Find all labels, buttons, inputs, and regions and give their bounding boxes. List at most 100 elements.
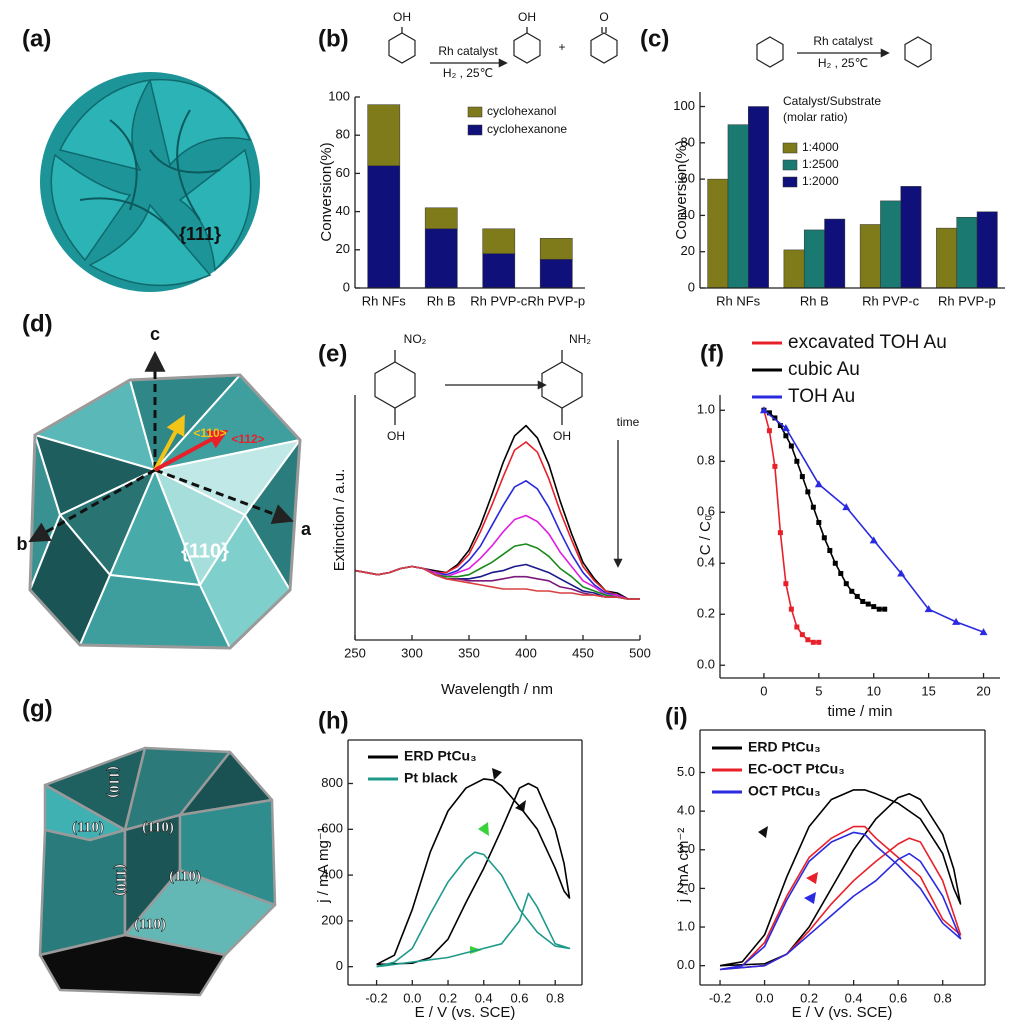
point (860, 599, 865, 604)
facet-label: {110} (181, 540, 229, 562)
bar-segment (425, 229, 457, 288)
series-line (377, 779, 570, 965)
x-tick-label: 350 (458, 645, 480, 660)
y-tick-label: 40 (336, 203, 350, 218)
scan-arrow (492, 768, 502, 780)
series-line (720, 827, 961, 970)
point (800, 632, 805, 637)
point (794, 459, 799, 464)
legend-label: excavated TOH Au (788, 332, 947, 353)
x-axis-label: E / V (vs. SCE) (415, 1004, 516, 1021)
point (849, 589, 854, 594)
scheme-text: OH (553, 429, 571, 443)
legend-swatch (468, 107, 482, 117)
x-tick-label: Rh PVP-c (862, 293, 920, 308)
panel-label: (c) (640, 25, 669, 52)
legend-label: cyclohexanol (487, 104, 556, 118)
bar-segment (368, 166, 400, 288)
legend-label: cubic Au (788, 359, 860, 380)
point (882, 607, 887, 612)
series-line (355, 426, 640, 600)
x-tick-label: Rh B (427, 293, 456, 308)
cyclohexane-ring (905, 37, 931, 67)
legend-title: (molar ratio) (783, 110, 848, 124)
panel-label: (b) (318, 25, 349, 52)
legend-label: ERD PtCu₃ (404, 748, 477, 764)
legend-swatch (783, 177, 797, 187)
series-line (720, 790, 961, 966)
bar (957, 217, 977, 288)
point (760, 406, 768, 413)
bar (880, 201, 900, 288)
panel-label: (g) (22, 695, 53, 722)
y-tick-label: 60 (336, 165, 350, 180)
bar (825, 219, 845, 288)
point (816, 640, 821, 645)
bar (708, 179, 728, 288)
y-tick-label: 20 (681, 243, 695, 258)
y-tick-label: 800 (321, 775, 343, 790)
point (855, 594, 860, 599)
point (783, 433, 788, 438)
illustration-g: (g) (110) (110) (110) (110) (110) (110) (22, 695, 275, 995)
bar (936, 228, 956, 288)
legend-label: 1:2000 (802, 174, 839, 188)
x-tick-label: -0.2 (365, 990, 387, 1005)
panel-label: (a) (22, 25, 51, 52)
y-axis-label: Extinction / a.u. (331, 469, 348, 572)
x-tick-label: 15 (921, 683, 935, 698)
bar (901, 186, 921, 288)
point (772, 464, 777, 469)
scheme-text: OH (518, 10, 536, 24)
bar-segment (368, 105, 400, 166)
y-tick-label: 20 (336, 241, 350, 256)
point (800, 474, 805, 479)
y-tick-label: 0 (336, 958, 343, 973)
legend-swatch (783, 143, 797, 153)
legend-label: 1:2500 (802, 157, 839, 171)
x-tick-label: Rh PVP-p (938, 293, 996, 308)
figure: (a) {111} (d) c b a <110> <112> {110} (0, 0, 1020, 1025)
bar-segment (425, 208, 457, 229)
series-line (764, 410, 984, 632)
cyclohexane-ring (591, 33, 617, 63)
point (816, 520, 821, 525)
scheme-text: OH (393, 10, 411, 24)
panel-label: (e) (318, 340, 347, 367)
x-tick-label: Rh B (800, 293, 829, 308)
y-tick-label: 80 (336, 127, 350, 142)
point (794, 625, 799, 630)
point (811, 640, 816, 645)
legend-title: Catalyst/Substrate (783, 94, 881, 108)
scan-arrow (758, 826, 768, 838)
x-tick-label: 400 (515, 645, 537, 660)
bar-segment (483, 254, 515, 288)
x-tick-label: 0 (760, 683, 767, 698)
scheme-text: Rh catalyst (438, 44, 498, 58)
y-tick-label: 0 (688, 279, 695, 294)
body: (a) {111} (d) c b a <110> <112> {110} (0, 0, 1020, 1025)
x-axis-label: Wavelength / nm (441, 681, 553, 698)
facet-label: {111} (179, 224, 221, 244)
legend-swatch (468, 125, 482, 135)
y-tick-label: 0.2 (697, 606, 715, 621)
bar (748, 107, 768, 288)
cyclohexene-ring (757, 37, 783, 67)
point (778, 530, 783, 535)
legend-label: TOH Au (788, 386, 855, 407)
bar-segment (540, 238, 572, 259)
y-axis-label: C / C₀ (697, 515, 714, 555)
bar (728, 125, 748, 288)
y-tick-label: 100 (328, 88, 350, 103)
y-tick-label: 1.0 (697, 402, 715, 417)
x-tick-label: -0.2 (709, 990, 731, 1005)
x-tick-label: 0.0 (756, 990, 774, 1005)
legend-label: OCT PtCu₃ (748, 783, 821, 799)
point (789, 443, 794, 448)
facet-label: (110) (134, 916, 166, 932)
x-tick-label: 500 (629, 645, 651, 660)
x-tick-label: Rh PVP-p (527, 293, 585, 308)
bar (977, 212, 997, 288)
facet-label: (110) (106, 766, 122, 798)
benzene-ring (389, 33, 415, 63)
